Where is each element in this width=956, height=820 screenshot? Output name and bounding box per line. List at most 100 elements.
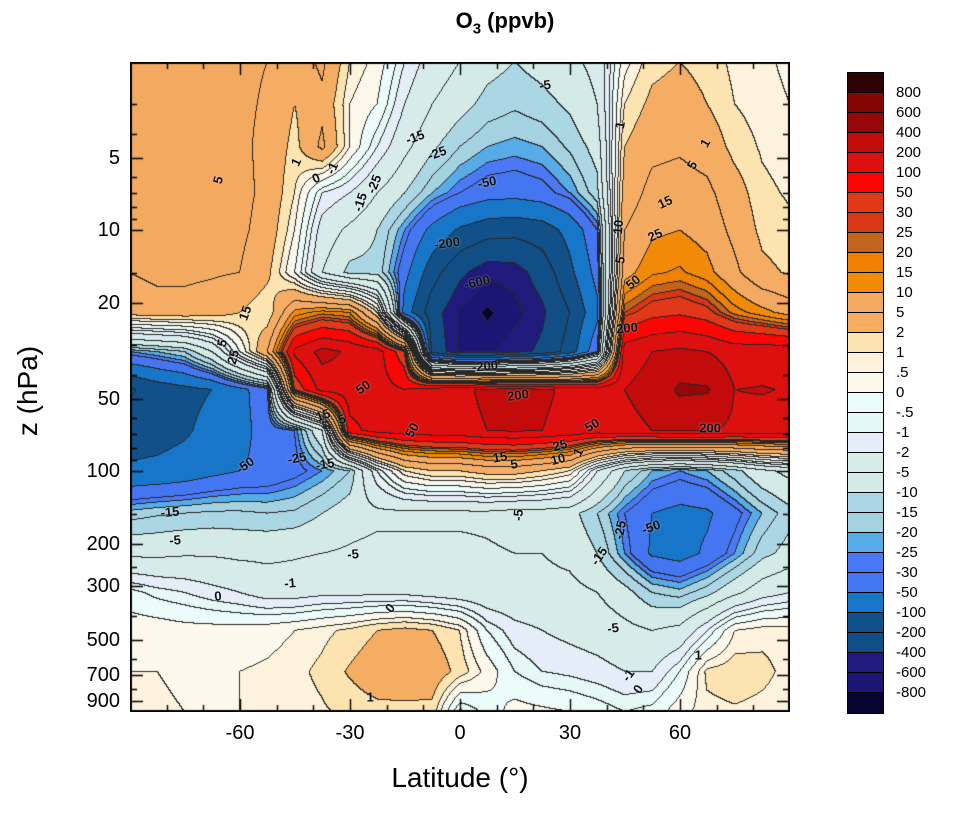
contour-value-label: -15: [314, 454, 336, 473]
chart-title-subscript: 3: [472, 20, 482, 38]
contour-value-label: 10: [609, 219, 626, 235]
colorbar-band: [848, 153, 883, 173]
colorbar-band: [848, 93, 883, 113]
colorbar-band: [848, 573, 883, 593]
colorbar-boundary-label: 30: [896, 204, 913, 221]
colorbar-boundary-label: -10: [896, 484, 918, 501]
colorbar-boundary-label: 10: [896, 284, 913, 301]
y-axis-title: z (hPa): [12, 345, 43, 437]
contour-value-label: -25: [610, 519, 629, 541]
colorbar-band: [848, 453, 883, 473]
colorbar-band: [848, 133, 883, 153]
colorbar-band: [848, 693, 883, 713]
colorbar-band: [848, 313, 883, 333]
colorbar-boundary-label: 600: [896, 104, 922, 121]
y-tick-label: 10: [97, 219, 120, 242]
y-tick-label: 500: [86, 628, 120, 651]
colorbar-boundary-label: 2: [896, 324, 905, 341]
colorbar-boundary-label: 50: [896, 184, 913, 201]
contour-value-label: 200: [699, 420, 721, 436]
contour-value-label: -5: [538, 76, 552, 93]
x-tick-label: 30: [558, 722, 582, 744]
x-tick-label: -30: [335, 722, 365, 744]
colorbar-band: [848, 493, 883, 513]
contour-value-label: -5: [346, 546, 360, 563]
contour-value-label: -5: [510, 508, 527, 522]
colorbar-boundary-label: 100: [896, 164, 922, 181]
colorbar-boundary-label: -30: [896, 564, 918, 581]
x-tick-label: 0: [454, 722, 466, 744]
colorbar-band: [848, 653, 883, 673]
contour-value-label: -1: [283, 575, 297, 592]
colorbar-band: [848, 613, 883, 633]
y-tick-label: 700: [86, 663, 120, 686]
colorbar-band: [848, 233, 883, 253]
contour-value-label: 1: [366, 689, 374, 705]
colorbar-boundary-label: 25: [896, 224, 913, 241]
y-tick-label: 100: [86, 460, 120, 483]
colorbar-band: [848, 373, 883, 393]
x-tick-label: 60: [668, 722, 692, 744]
colorbar-boundary-label: -2: [896, 444, 910, 461]
colorbar-band: [848, 393, 883, 413]
contour-value-label: -15: [160, 503, 181, 521]
y-tick-label: 200: [86, 532, 120, 555]
colorbar-boundary-label: -.5: [896, 404, 914, 421]
contour-field-canvas: [130, 62, 790, 712]
colorbar-boundary-label: -1: [896, 424, 910, 441]
chart-title-units: (ppvb): [481, 8, 555, 33]
colorbar-band: [848, 413, 883, 433]
contour-value-label: -200: [432, 233, 461, 252]
colorbar-band: [848, 213, 883, 233]
x-axis-title: Latitude (°): [391, 762, 529, 793]
contour-value-label: 200: [615, 319, 639, 337]
colorbar-band: [848, 593, 883, 613]
colorbar-band: [848, 253, 883, 273]
colorbar-band: [848, 333, 883, 353]
colorbar-boundary-label: 400: [896, 124, 922, 141]
colorbar-band: [848, 433, 883, 453]
colorbar-boundary-label: -200: [896, 624, 927, 641]
contour-value-label: -5: [606, 619, 620, 637]
chart-title: O3 (ppvb): [160, 8, 850, 37]
colorbar-band: [848, 113, 883, 133]
chart-title-element: O: [455, 8, 473, 33]
y-tick-label: 50: [97, 387, 120, 410]
colorbar-boundary-label: 800: [896, 84, 922, 101]
colorbar-band: [848, 353, 883, 373]
colorbar-boundary-label: -800: [896, 684, 927, 701]
colorbar-band: [848, 273, 883, 293]
contour-value-label: -5: [168, 531, 182, 548]
colorbar-boundary-label: -50: [896, 584, 918, 601]
colorbar-band: [848, 673, 883, 693]
colorbar-band: [848, 553, 883, 573]
contour-value-label: -25: [286, 448, 308, 467]
colorbar-boundary-label: -400: [896, 644, 927, 661]
y-tick-label: 300: [86, 575, 120, 598]
contour-value-label: -200: [471, 357, 499, 375]
colorbar-boundary-label: -15: [896, 504, 918, 521]
colorbar-band: [848, 513, 883, 533]
y-tick-label: 900: [86, 689, 120, 712]
colorbar-boundary-label: 200: [896, 144, 922, 161]
colorbar-boundary-label: -100: [896, 604, 927, 621]
x-tick-label: -60: [225, 722, 255, 744]
colorbar-band: [848, 533, 883, 553]
colorbar-boundary-label: 0: [896, 384, 905, 401]
colorbar-band: [848, 293, 883, 313]
colorbar-boundary-label: 5: [896, 304, 905, 321]
y-tick-label: 5: [108, 146, 120, 169]
contour-value-label: 0: [213, 588, 223, 605]
contour-value-label: 1: [694, 647, 702, 663]
colorbar-boundary-label: -600: [896, 664, 927, 681]
contour-value-label: 15: [491, 448, 509, 466]
contour-plot-area: 5 1 0 -1 -15 -25 -5 -15 -25 -50 -200 -600 -200 200 200…: [130, 62, 790, 712]
colorbar-boundary-label: 1: [896, 344, 905, 361]
y-tick-label: 20: [97, 291, 120, 314]
colorbar-boundary-label: 20: [896, 244, 913, 261]
colorbar-band: [848, 473, 883, 493]
colorbar-boundary-label: -20: [896, 524, 918, 541]
colorbar-band: [848, 193, 883, 213]
colorbar: [847, 72, 884, 714]
